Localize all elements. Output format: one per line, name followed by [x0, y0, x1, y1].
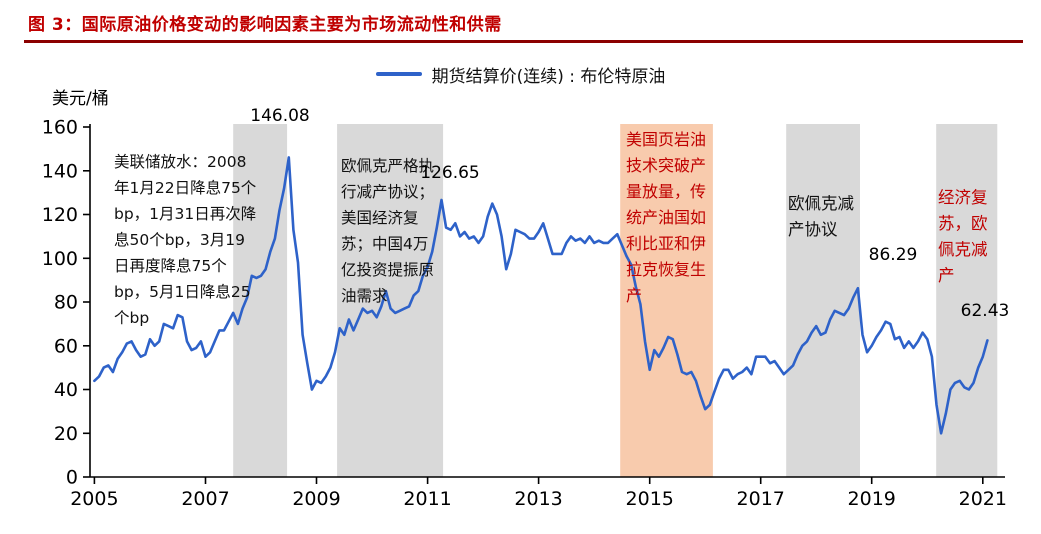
annotation-us-shale: 美国页岩油技术突破产量放量，传统产油国如利比亚和伊拉克恢复生产 — [626, 130, 707, 305]
x-tick-label: 2011 — [403, 488, 451, 510]
annotation-recovery-2021: 经济复苏，欧佩克减产 — [938, 188, 988, 285]
price-line — [93, 156, 989, 435]
y-tick-label: 40 — [54, 379, 78, 401]
y-tick-label: 80 — [54, 292, 78, 314]
peak-label-2011: 126.65 — [420, 163, 480, 183]
x-tick-label: 2009 — [292, 488, 340, 510]
x-tick-label: 2007 — [181, 488, 229, 510]
y-tick-label: 0 — [66, 467, 78, 489]
y-tick-label: 100 — [42, 248, 78, 270]
annotation-fed-easing: 美联储放水：2008年1月22日降息75个bp，1月31日再次降息50个bp，3… — [114, 153, 257, 327]
y-tick-label: 140 — [42, 160, 78, 182]
highlight-band — [337, 124, 444, 477]
x-tick-label: 2015 — [626, 488, 674, 510]
annotation-opec-2009: 欧佩克严格执行减产协议；美国经济复苏；中国4万亿投资提振原油需求 — [341, 157, 435, 305]
highlight-band — [620, 124, 713, 477]
y-tick-label: 60 — [54, 335, 78, 357]
legend-line-swatch — [375, 72, 422, 76]
title-underline — [24, 40, 1023, 43]
peak-label-2018: 86.29 — [868, 245, 918, 265]
figure-title: 图 3：国际原油价格变动的影响因素主要为市场流动性和供需 — [28, 15, 502, 35]
x-tick-label: 2021 — [959, 488, 1007, 510]
end-label-2021: 62.43 — [960, 301, 1010, 321]
y-tick-label: 20 — [54, 423, 78, 445]
highlight-band — [233, 124, 288, 477]
annotation-opec-2017: 欧佩克减产协议 — [788, 194, 854, 239]
x-tick-label: 2019 — [848, 488, 896, 510]
x-tick-label: 2013 — [514, 488, 562, 510]
legend-label: 期货结算价(连续) : 布伦特原油 — [431, 66, 666, 87]
highlight-band — [786, 124, 860, 477]
highlight-band — [936, 124, 998, 477]
x-tick-label: 2005 — [70, 488, 118, 510]
peak-label-2008: 146.08 — [250, 106, 310, 126]
y-axis-unit-label: 美元/桶 — [52, 89, 109, 109]
y-tick-label: 160 — [42, 117, 78, 139]
x-tick-label: 2017 — [737, 488, 785, 510]
legend: 期货结算价(连续) : 布伦特原油 — [0, 60, 1041, 88]
y-tick-label: 120 — [42, 204, 78, 226]
